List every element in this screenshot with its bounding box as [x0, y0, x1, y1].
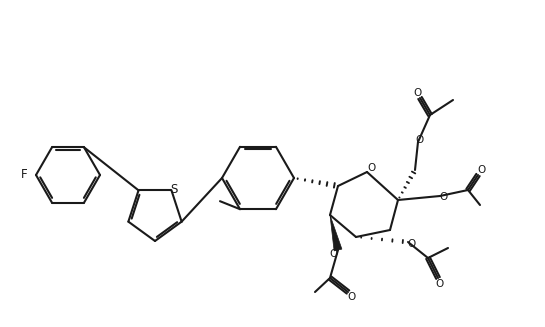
Text: S: S	[170, 183, 177, 196]
Text: O: O	[408, 239, 416, 249]
Text: F: F	[21, 168, 28, 181]
Text: O: O	[440, 192, 448, 202]
Text: O: O	[367, 163, 375, 173]
Text: O: O	[416, 135, 424, 145]
Text: O: O	[348, 292, 356, 302]
Polygon shape	[330, 215, 342, 251]
Text: O: O	[477, 165, 485, 175]
Text: O: O	[436, 279, 444, 289]
Text: O: O	[329, 249, 337, 259]
Text: O: O	[413, 88, 421, 98]
